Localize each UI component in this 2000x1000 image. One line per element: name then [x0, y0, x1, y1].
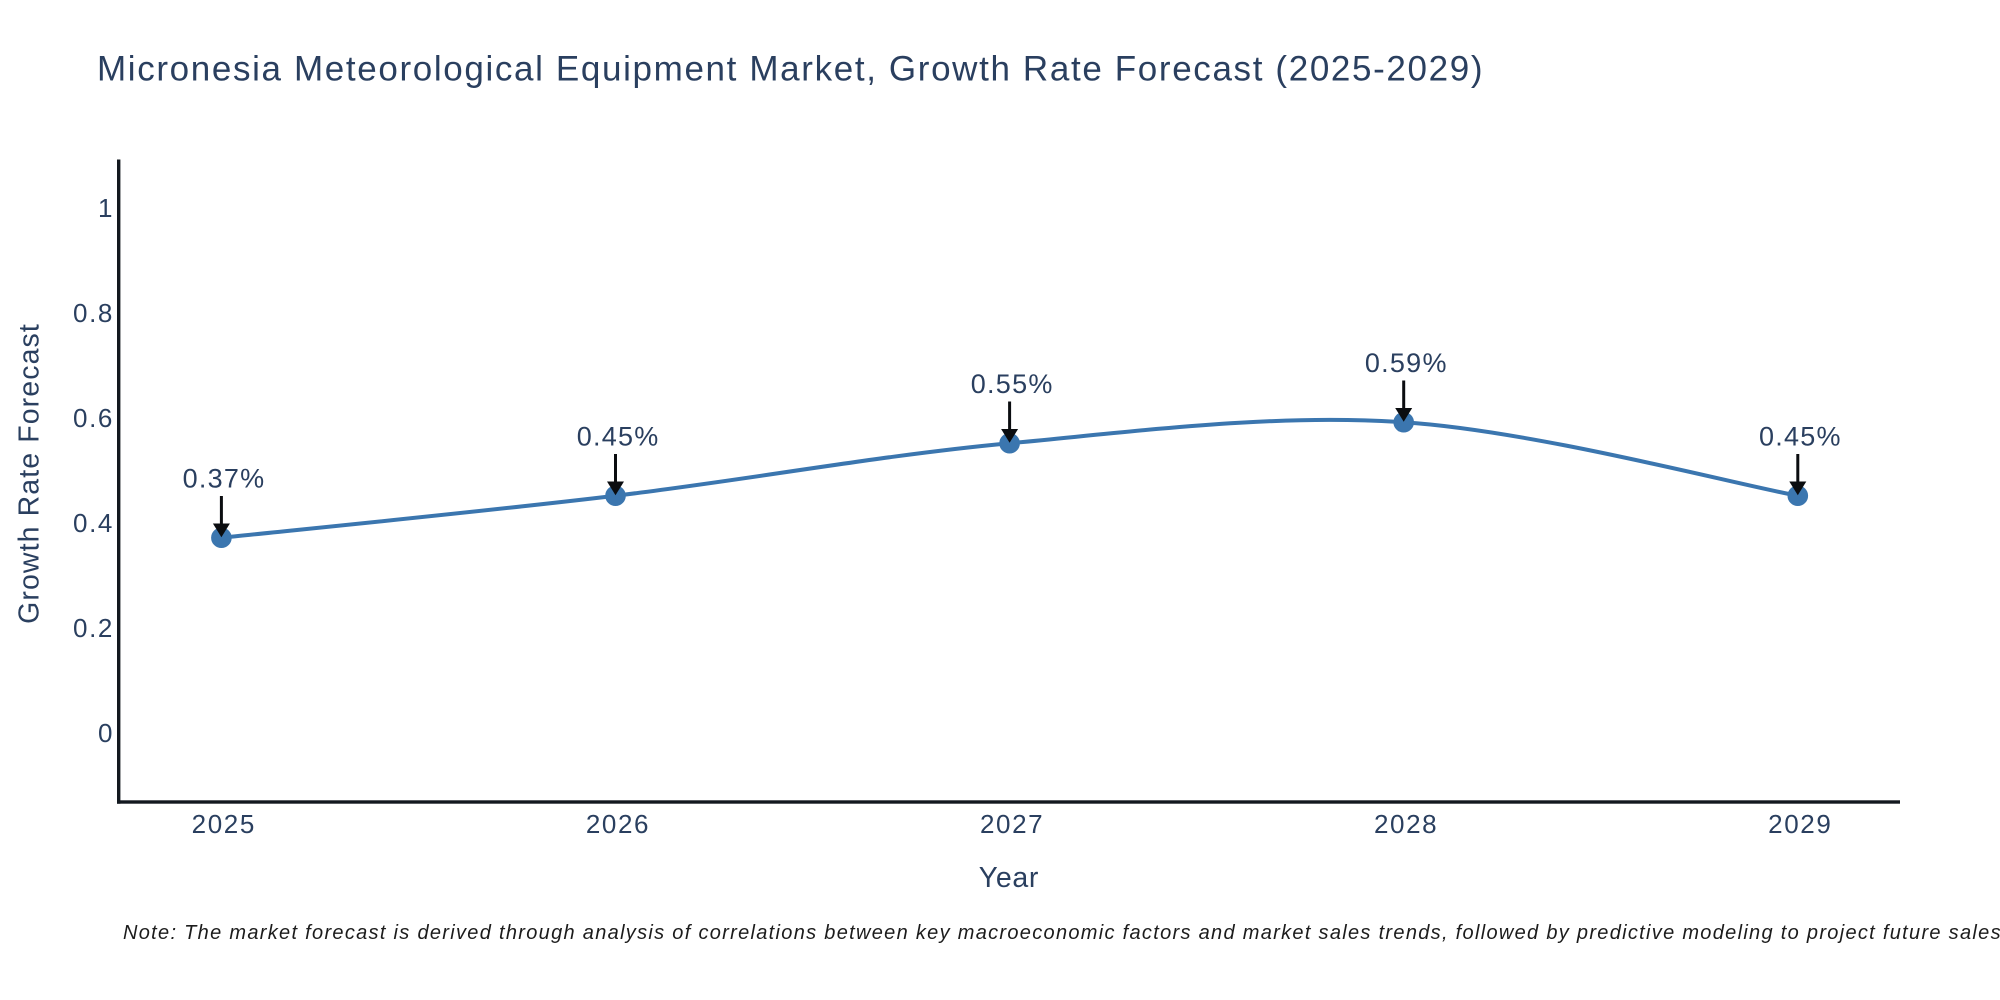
svg-text:Note: The market forecast is d: Note: The market forecast is derived thr…: [123, 922, 2000, 944]
svg-text:0.6: 0.6: [73, 403, 114, 433]
svg-text:Growth Rate Forecast: Growth Rate Forecast: [14, 323, 46, 624]
svg-text:0.59%: 0.59%: [1365, 348, 1448, 378]
svg-text:0: 0: [98, 718, 114, 748]
svg-text:2025: 2025: [192, 809, 256, 839]
svg-text:0.2: 0.2: [73, 613, 114, 643]
svg-text:0.4: 0.4: [73, 508, 114, 538]
svg-text:1: 1: [98, 193, 114, 223]
svg-text:0.45%: 0.45%: [1759, 422, 1842, 452]
svg-text:2027: 2027: [980, 809, 1044, 839]
svg-text:0.8: 0.8: [73, 298, 114, 328]
svg-text:2028: 2028: [1374, 809, 1438, 839]
svg-text:0.55%: 0.55%: [971, 369, 1054, 399]
svg-text:2029: 2029: [1768, 809, 1832, 839]
svg-text:2026: 2026: [586, 809, 650, 839]
svg-text:0.45%: 0.45%: [577, 422, 660, 452]
svg-text:0.37%: 0.37%: [183, 464, 266, 494]
svg-text:Year: Year: [979, 862, 1039, 894]
svg-text:Micronesia Meteorological Equi: Micronesia Meteorological Equipment Mark…: [97, 50, 1484, 89]
